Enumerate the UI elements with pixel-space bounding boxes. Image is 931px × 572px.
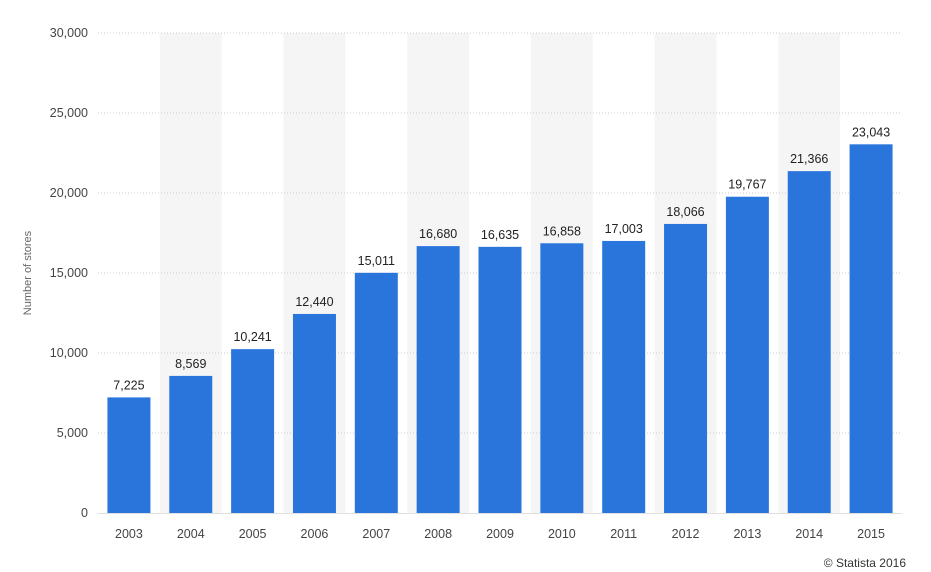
data-label: 7,225 [113,378,144,392]
bar-2004[interactable] [169,375,213,513]
credit-text: © Statista 2016 [824,556,907,570]
x-tick-label: 2003 [115,527,143,541]
bar-2003[interactable] [107,397,151,513]
x-tick-label: 2004 [177,527,205,541]
data-label: 10,241 [233,330,271,344]
data-label: 16,858 [543,224,581,238]
data-label: 19,767 [728,178,766,192]
x-tick-label: 2007 [362,527,390,541]
x-tick-label: 2009 [486,527,514,541]
x-tick-label: 2011 [610,527,637,541]
x-tick-label: 2010 [548,527,576,541]
y-tick-label: 0 [81,506,88,520]
data-label: 15,011 [358,254,395,268]
x-tick-label: 2015 [857,527,885,541]
data-label: 18,066 [666,205,704,219]
y-tick-label: 5,000 [57,426,88,440]
y-axis-title: Number of stores [22,230,34,315]
y-tick-label: 10,000 [50,346,88,360]
y-tick-label: 30,000 [50,26,88,40]
y-tick-label: 20,000 [50,186,88,200]
data-label: 21,366 [790,152,828,166]
data-label: 17,003 [605,222,643,236]
y-axis-ticks: 0 5,000 10,000 15,000 20,000 25,000 30,000 [50,26,88,520]
x-tick-label: 2005 [239,527,267,541]
x-axis-ticks: 2003 2004 2005 2006 2007 2008 2009 2010 2011 2012… [115,527,885,541]
x-tick-label: 2014 [795,527,823,541]
x-tick-label: 2012 [672,527,700,541]
x-tick-label: 2008 [424,527,452,541]
bar-2006[interactable] [292,313,336,513]
data-label: 16,635 [481,228,519,242]
data-labels: 7,225 8,569 10,241 12,440 15,011 16,680 16,635… [113,125,890,392]
x-tick-label: 2013 [733,527,761,541]
bar-2009[interactable] [478,246,522,513]
bar-2008[interactable] [416,246,460,513]
bar-2013[interactable] [725,196,769,513]
bar-2005[interactable] [231,349,275,513]
bars [107,144,893,514]
bar-2011[interactable] [602,240,646,513]
data-label: 12,440 [295,295,333,309]
x-tick-label: 2006 [301,527,329,541]
data-label: 23,043 [852,125,890,139]
bar-2014[interactable] [787,171,831,514]
data-label: 16,680 [419,227,457,241]
bar-2015[interactable] [849,144,893,513]
y-tick-label: 25,000 [50,106,88,120]
y-tick-label: 15,000 [50,266,88,280]
bar-2007[interactable] [354,272,398,513]
data-label: 8,569 [175,357,206,371]
bar-2010[interactable] [540,243,584,513]
bar-2012[interactable] [664,223,708,513]
